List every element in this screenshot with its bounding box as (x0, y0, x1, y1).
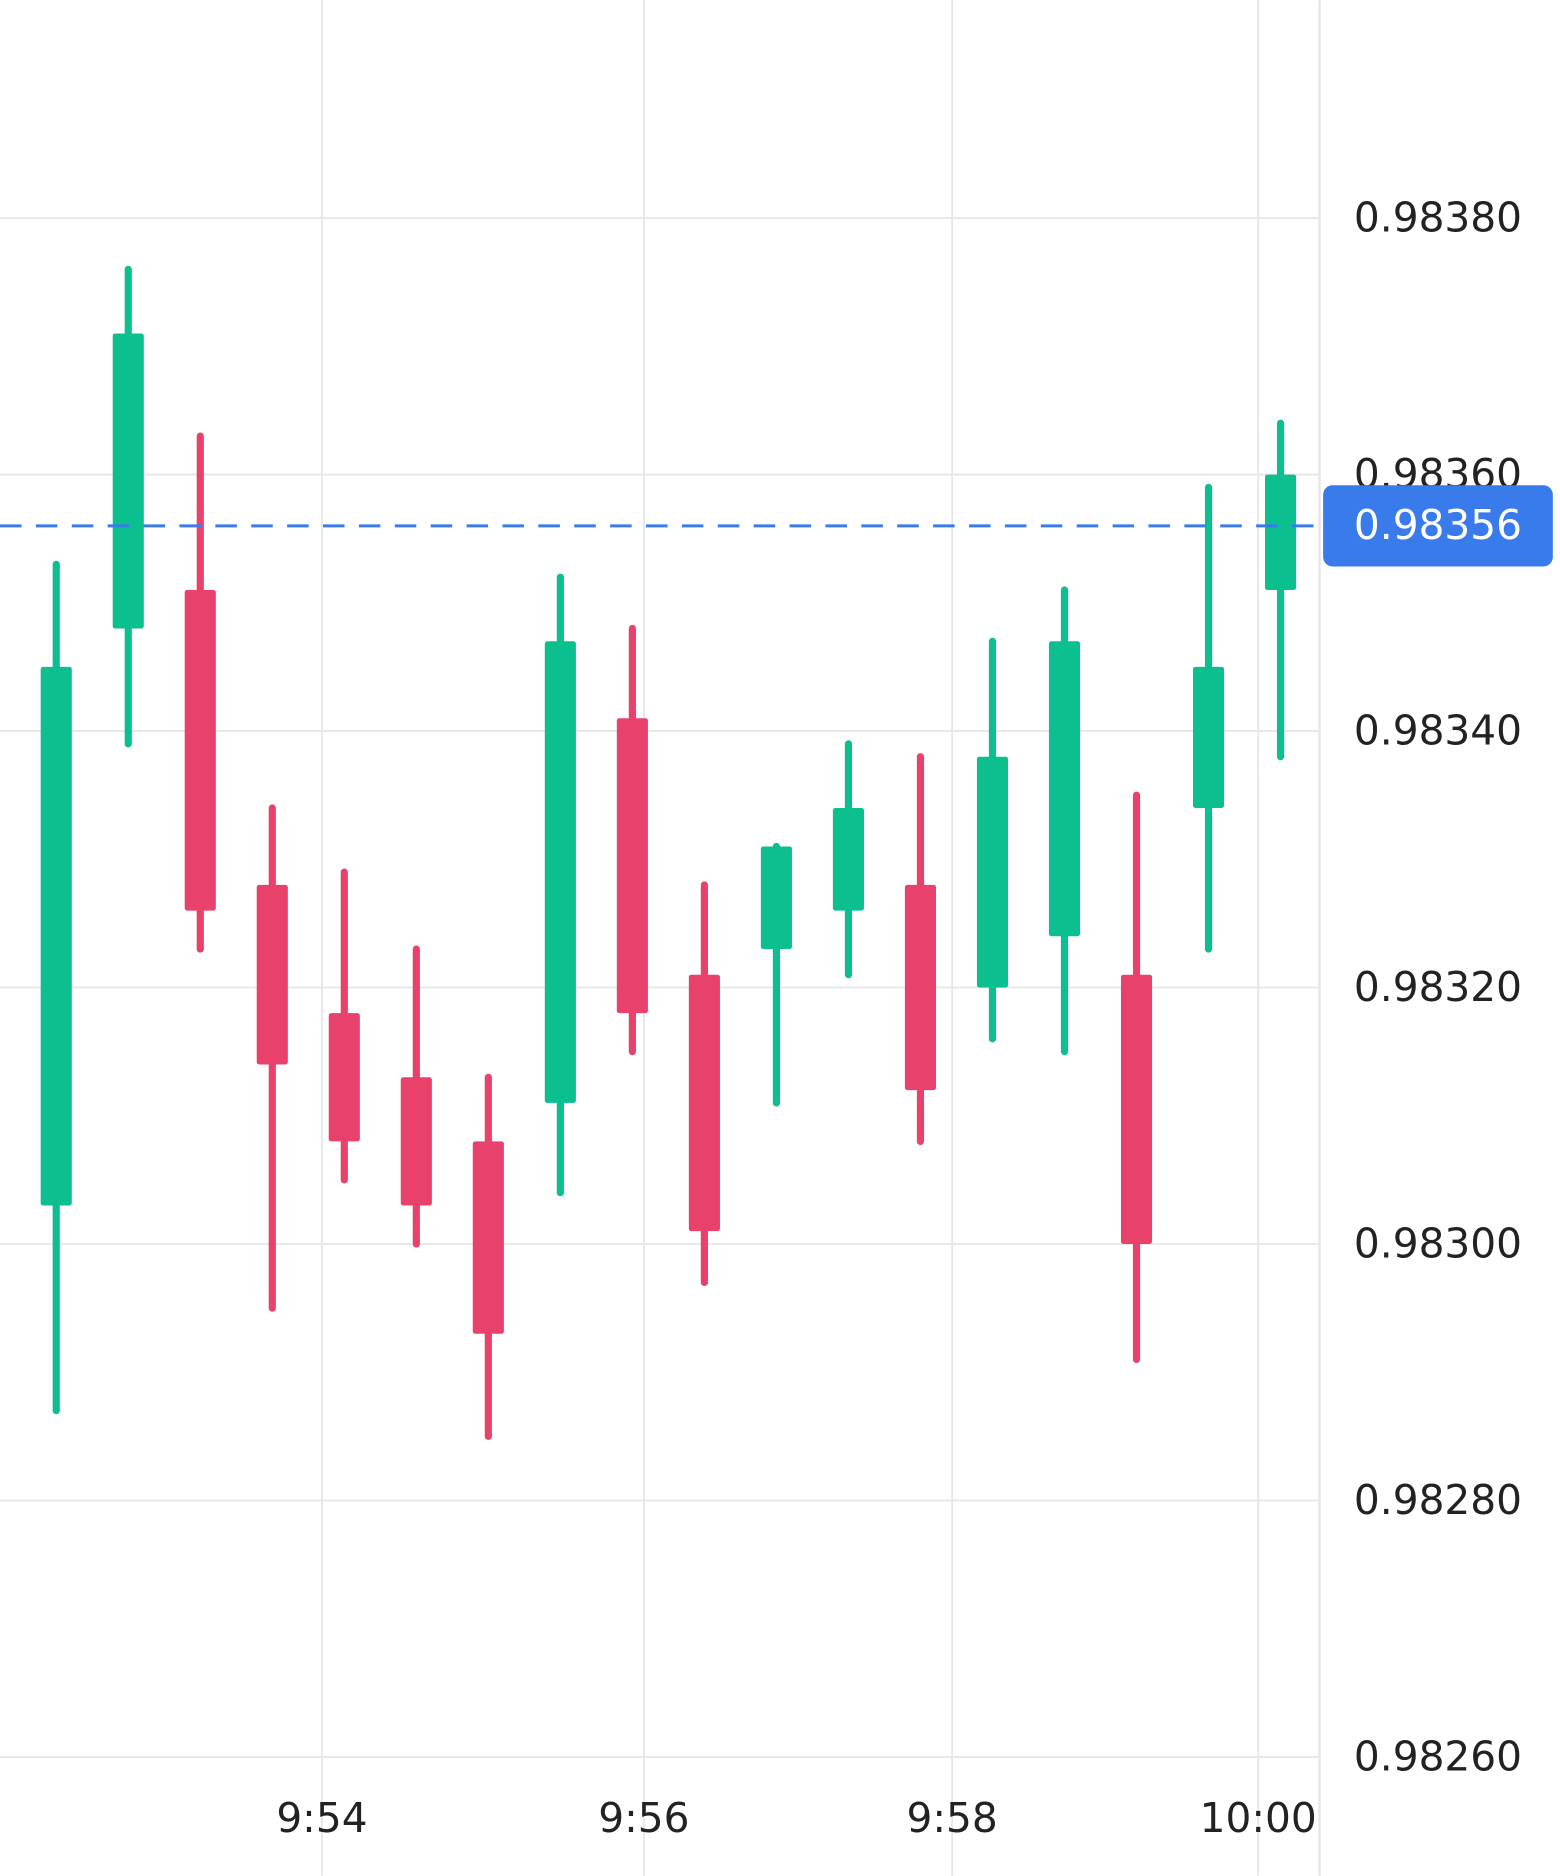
candle-body (472, 1141, 504, 1334)
last-price-badge (1323, 485, 1553, 567)
candle-body (400, 1077, 432, 1206)
y-tick-label: 0.98380 (1354, 193, 1522, 241)
candle-body (976, 756, 1009, 988)
x-tick-label: 10:00 (1200, 1794, 1317, 1842)
y-tick-label: 0.98320 (1354, 963, 1522, 1011)
candle-body (256, 884, 288, 1065)
last-price-label: 0.98356 (1354, 501, 1522, 549)
candle-body (904, 884, 936, 1091)
candle-body (688, 974, 720, 1232)
x-tick-label: 9:56 (598, 1794, 689, 1842)
candle-body (544, 641, 576, 1103)
candle-body (1264, 474, 1297, 590)
y-tick-label: 0.98280 (1354, 1476, 1522, 1524)
candle-body (1120, 974, 1153, 1244)
y-tick-label: 0.98300 (1354, 1219, 1522, 1267)
candle-body (616, 718, 648, 1014)
candle-body (184, 589, 216, 911)
x-tick-label: 9:54 (276, 1794, 367, 1842)
candle-body (328, 1013, 360, 1142)
candle-body (40, 666, 72, 1206)
candle-body (112, 333, 144, 629)
y-tick-label: 0.98260 (1354, 1732, 1522, 1780)
candle-body (760, 846, 792, 950)
candle-body (1048, 641, 1081, 937)
candle-body (1192, 666, 1225, 808)
x-tick-label: 9:58 (906, 1794, 997, 1842)
y-tick-label: 0.98340 (1354, 706, 1522, 754)
candle-body (832, 807, 864, 911)
